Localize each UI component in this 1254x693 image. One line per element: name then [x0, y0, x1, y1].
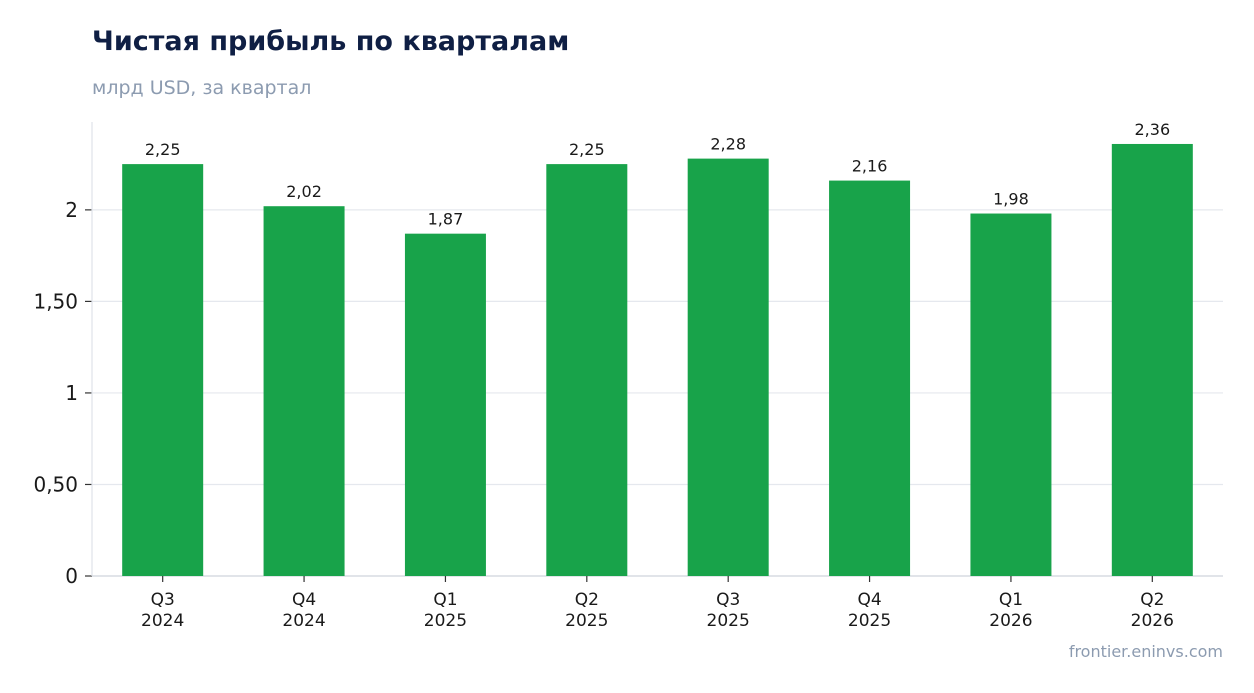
bar [829, 180, 911, 577]
x-tick-label: Q2 [1140, 590, 1164, 610]
x-tick-label: 2024 [141, 611, 184, 631]
x-tick-label: Q1 [433, 590, 457, 610]
data-label: 1,87 [428, 210, 464, 229]
bar [546, 164, 628, 576]
y-tick-label: 0 [65, 564, 78, 588]
data-label: 2,28 [710, 135, 746, 154]
bar [263, 206, 345, 577]
x-tick-label: Q4 [857, 590, 881, 610]
x-tick-label: Q4 [292, 590, 316, 610]
bar [404, 233, 486, 576]
x-tick-label: Q1 [999, 590, 1023, 610]
x-tick-label: 2025 [848, 611, 891, 631]
x-tick-label: 2026 [1131, 611, 1174, 631]
chart-subtitle: млрд USD, за квартал [92, 77, 312, 99]
bar [122, 164, 204, 576]
x-tick-label: Q2 [575, 590, 599, 610]
bar [970, 213, 1052, 576]
y-tick-label: 0,50 [33, 472, 78, 496]
y-tick-label: 1,50 [33, 289, 78, 313]
data-label: 2,36 [1135, 120, 1171, 139]
x-tick-label: 2024 [282, 611, 325, 631]
x-tick-label: Q3 [151, 590, 175, 610]
bar [1111, 143, 1193, 576]
data-label: 2,02 [286, 182, 322, 201]
y-tick-label: 2 [65, 198, 78, 222]
data-label: 1,98 [993, 190, 1029, 209]
x-tick-label: 2025 [707, 611, 750, 631]
source-label: frontier.eninvs.com [1068, 642, 1223, 661]
bar [687, 158, 769, 576]
x-tick-label: Q3 [716, 590, 740, 610]
data-label: 2,16 [852, 157, 888, 176]
data-label: 2,25 [569, 140, 605, 159]
x-tick-label: 2026 [989, 611, 1032, 631]
data-label: 2,25 [145, 140, 181, 159]
y-tick-label: 1 [65, 381, 78, 405]
chart-title: Чистая прибыль по кварталам [92, 26, 570, 57]
x-tick-label: 2025 [424, 611, 467, 631]
x-tick-label: 2025 [565, 611, 608, 631]
